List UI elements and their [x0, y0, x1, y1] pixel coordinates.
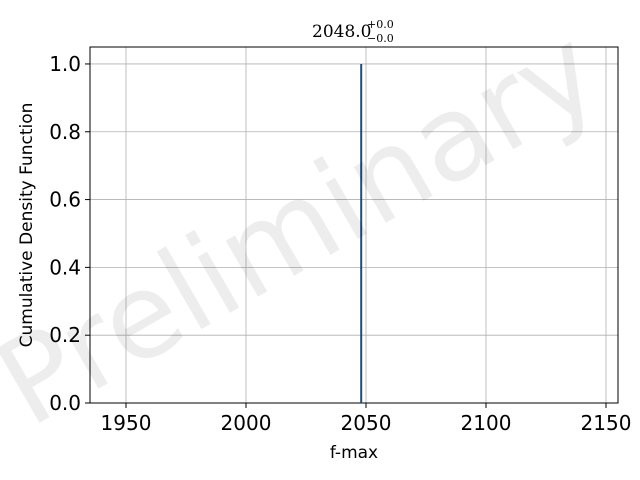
y-axis-label: Cumulative Density Function: [17, 103, 37, 348]
y-tick-label: 0.2: [49, 323, 81, 347]
y-tick-label: 0.4: [49, 255, 81, 279]
x-tick-label: 2150: [581, 411, 632, 435]
watermark: Preliminary: [0, 0, 621, 453]
y-tick-label: 0.0: [49, 391, 81, 415]
x-tick-label: 2050: [341, 411, 392, 435]
y-tick-label: 1.0: [49, 52, 81, 76]
x-tick-label: 1950: [101, 411, 152, 435]
x-tick-label: 2000: [221, 411, 272, 435]
x-axis-label: f-max: [330, 443, 378, 463]
title-upper-error: +0.0: [367, 18, 394, 31]
plot-frame: [89, 46, 619, 404]
x-tick-label: 2100: [461, 411, 512, 435]
y-ticks: 0.0 0.2 0.4 0.6 0.8 1.0: [49, 52, 90, 415]
y-tick-label: 0.6: [49, 188, 81, 212]
title-lower-error: −0.0: [367, 32, 394, 45]
title-value: 2048.0: [312, 22, 371, 42]
x-ticks: 1950 2000 2050 2100 2150: [101, 403, 632, 435]
chart-title: 2048.0 +0.0 −0.0: [312, 18, 394, 45]
y-tick-label: 0.8: [49, 120, 81, 144]
